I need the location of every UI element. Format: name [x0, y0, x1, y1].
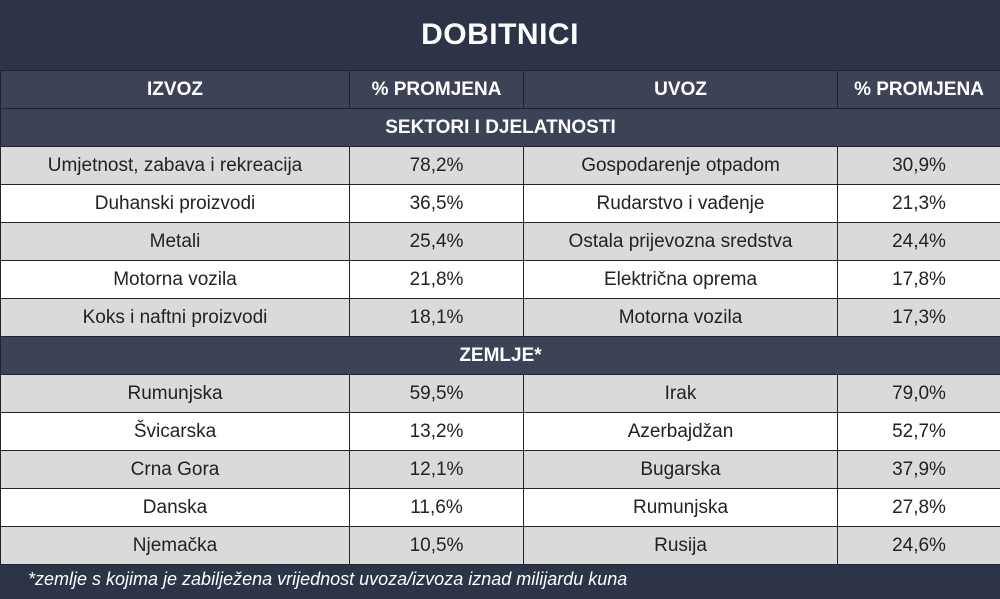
- table-row: Koks i naftni proizvodi 18,1% Motorna vo…: [0, 298, 1000, 337]
- import-change-cell: 17,3%: [837, 298, 1000, 337]
- export-change-cell: 12,1%: [349, 450, 524, 489]
- footnote: *zemlje s kojima je zabilježena vrijedno…: [28, 569, 628, 589]
- export-name-cell: Danska: [0, 488, 350, 527]
- table-row: Njemačka 10,5% Rusija 24,6%: [0, 526, 1000, 565]
- export-name-cell: Umjetnost, zabava i rekreacija: [0, 146, 350, 185]
- export-name-cell: Motorna vozila: [0, 260, 350, 299]
- import-change-cell: 52,7%: [837, 412, 1000, 451]
- export-name-cell: Njemačka: [0, 526, 350, 565]
- import-change-cell: 17,8%: [837, 260, 1000, 299]
- export-name-cell: Koks i naftni proizvodi: [0, 298, 350, 337]
- section-row-sectors: SEKTORI I DJELATNOSTI: [0, 108, 1000, 147]
- section-label: ZEMLJE*: [0, 336, 1000, 375]
- header-import-change: % PROMJENA: [837, 70, 1000, 109]
- header-export: IZVOZ: [0, 70, 350, 109]
- import-change-cell: 30,9%: [837, 146, 1000, 185]
- import-change-cell: 37,9%: [837, 450, 1000, 489]
- import-name-cell: Bugarska: [523, 450, 838, 489]
- import-name-cell: Motorna vozila: [523, 298, 838, 337]
- export-change-cell: 78,2%: [349, 146, 524, 185]
- export-name-cell: Crna Gora: [0, 450, 350, 489]
- table-row: Rumunjska 59,5% Irak 79,0%: [0, 374, 1000, 413]
- winners-table: IZVOZ % PROMJENA UVOZ % PROMJENA SEKTORI…: [0, 70, 1000, 565]
- export-change-cell: 25,4%: [349, 222, 524, 261]
- export-change-cell: 59,5%: [349, 374, 524, 413]
- table-row: Duhanski proizvodi 36,5% Rudarstvo i vađ…: [0, 184, 1000, 223]
- import-change-cell: 21,3%: [837, 184, 1000, 223]
- section-label: SEKTORI I DJELATNOSTI: [0, 108, 1000, 147]
- header-row: IZVOZ % PROMJENA UVOZ % PROMJENA: [0, 70, 1000, 109]
- import-name-cell: Električna oprema: [523, 260, 838, 299]
- import-name-cell: Azerbajdžan: [523, 412, 838, 451]
- header-import: UVOZ: [523, 70, 838, 109]
- export-name-cell: Metali: [0, 222, 350, 261]
- import-change-cell: 24,4%: [837, 222, 1000, 261]
- table-row: Umjetnost, zabava i rekreacija 78,2% Gos…: [0, 146, 1000, 185]
- table-row: Metali 25,4% Ostala prijevozna sredstva …: [0, 222, 1000, 261]
- export-name-cell: Rumunjska: [0, 374, 350, 413]
- import-name-cell: Irak: [523, 374, 838, 413]
- import-change-cell: 24,6%: [837, 526, 1000, 565]
- import-change-cell: 79,0%: [837, 374, 1000, 413]
- import-name-cell: Rumunjska: [523, 488, 838, 527]
- section-row-countries: ZEMLJE*: [0, 336, 1000, 375]
- table-row: Motorna vozila 21,8% Električna oprema 1…: [0, 260, 1000, 299]
- export-change-cell: 11,6%: [349, 488, 524, 527]
- export-change-cell: 21,8%: [349, 260, 524, 299]
- export-change-cell: 10,5%: [349, 526, 524, 565]
- export-change-cell: 18,1%: [349, 298, 524, 337]
- export-change-cell: 13,2%: [349, 412, 524, 451]
- table-row: Danska 11,6% Rumunjska 27,8%: [0, 488, 1000, 527]
- import-name-cell: Rusija: [523, 526, 838, 565]
- export-change-cell: 36,5%: [349, 184, 524, 223]
- header-export-change: % PROMJENA: [349, 70, 524, 109]
- import-change-cell: 27,8%: [837, 488, 1000, 527]
- import-name-cell: Gospodarenje otpadom: [523, 146, 838, 185]
- import-name-cell: Rudarstvo i vađenje: [523, 184, 838, 223]
- table-title: DOBITNICI: [421, 18, 579, 51]
- export-name-cell: Duhanski proizvodi: [0, 184, 350, 223]
- export-name-cell: Švicarska: [0, 412, 350, 451]
- import-name-cell: Ostala prijevozna sredstva: [523, 222, 838, 261]
- table-row: Švicarska 13,2% Azerbajdžan 52,7%: [0, 412, 1000, 451]
- table-row: Crna Gora 12,1% Bugarska 37,9%: [0, 450, 1000, 489]
